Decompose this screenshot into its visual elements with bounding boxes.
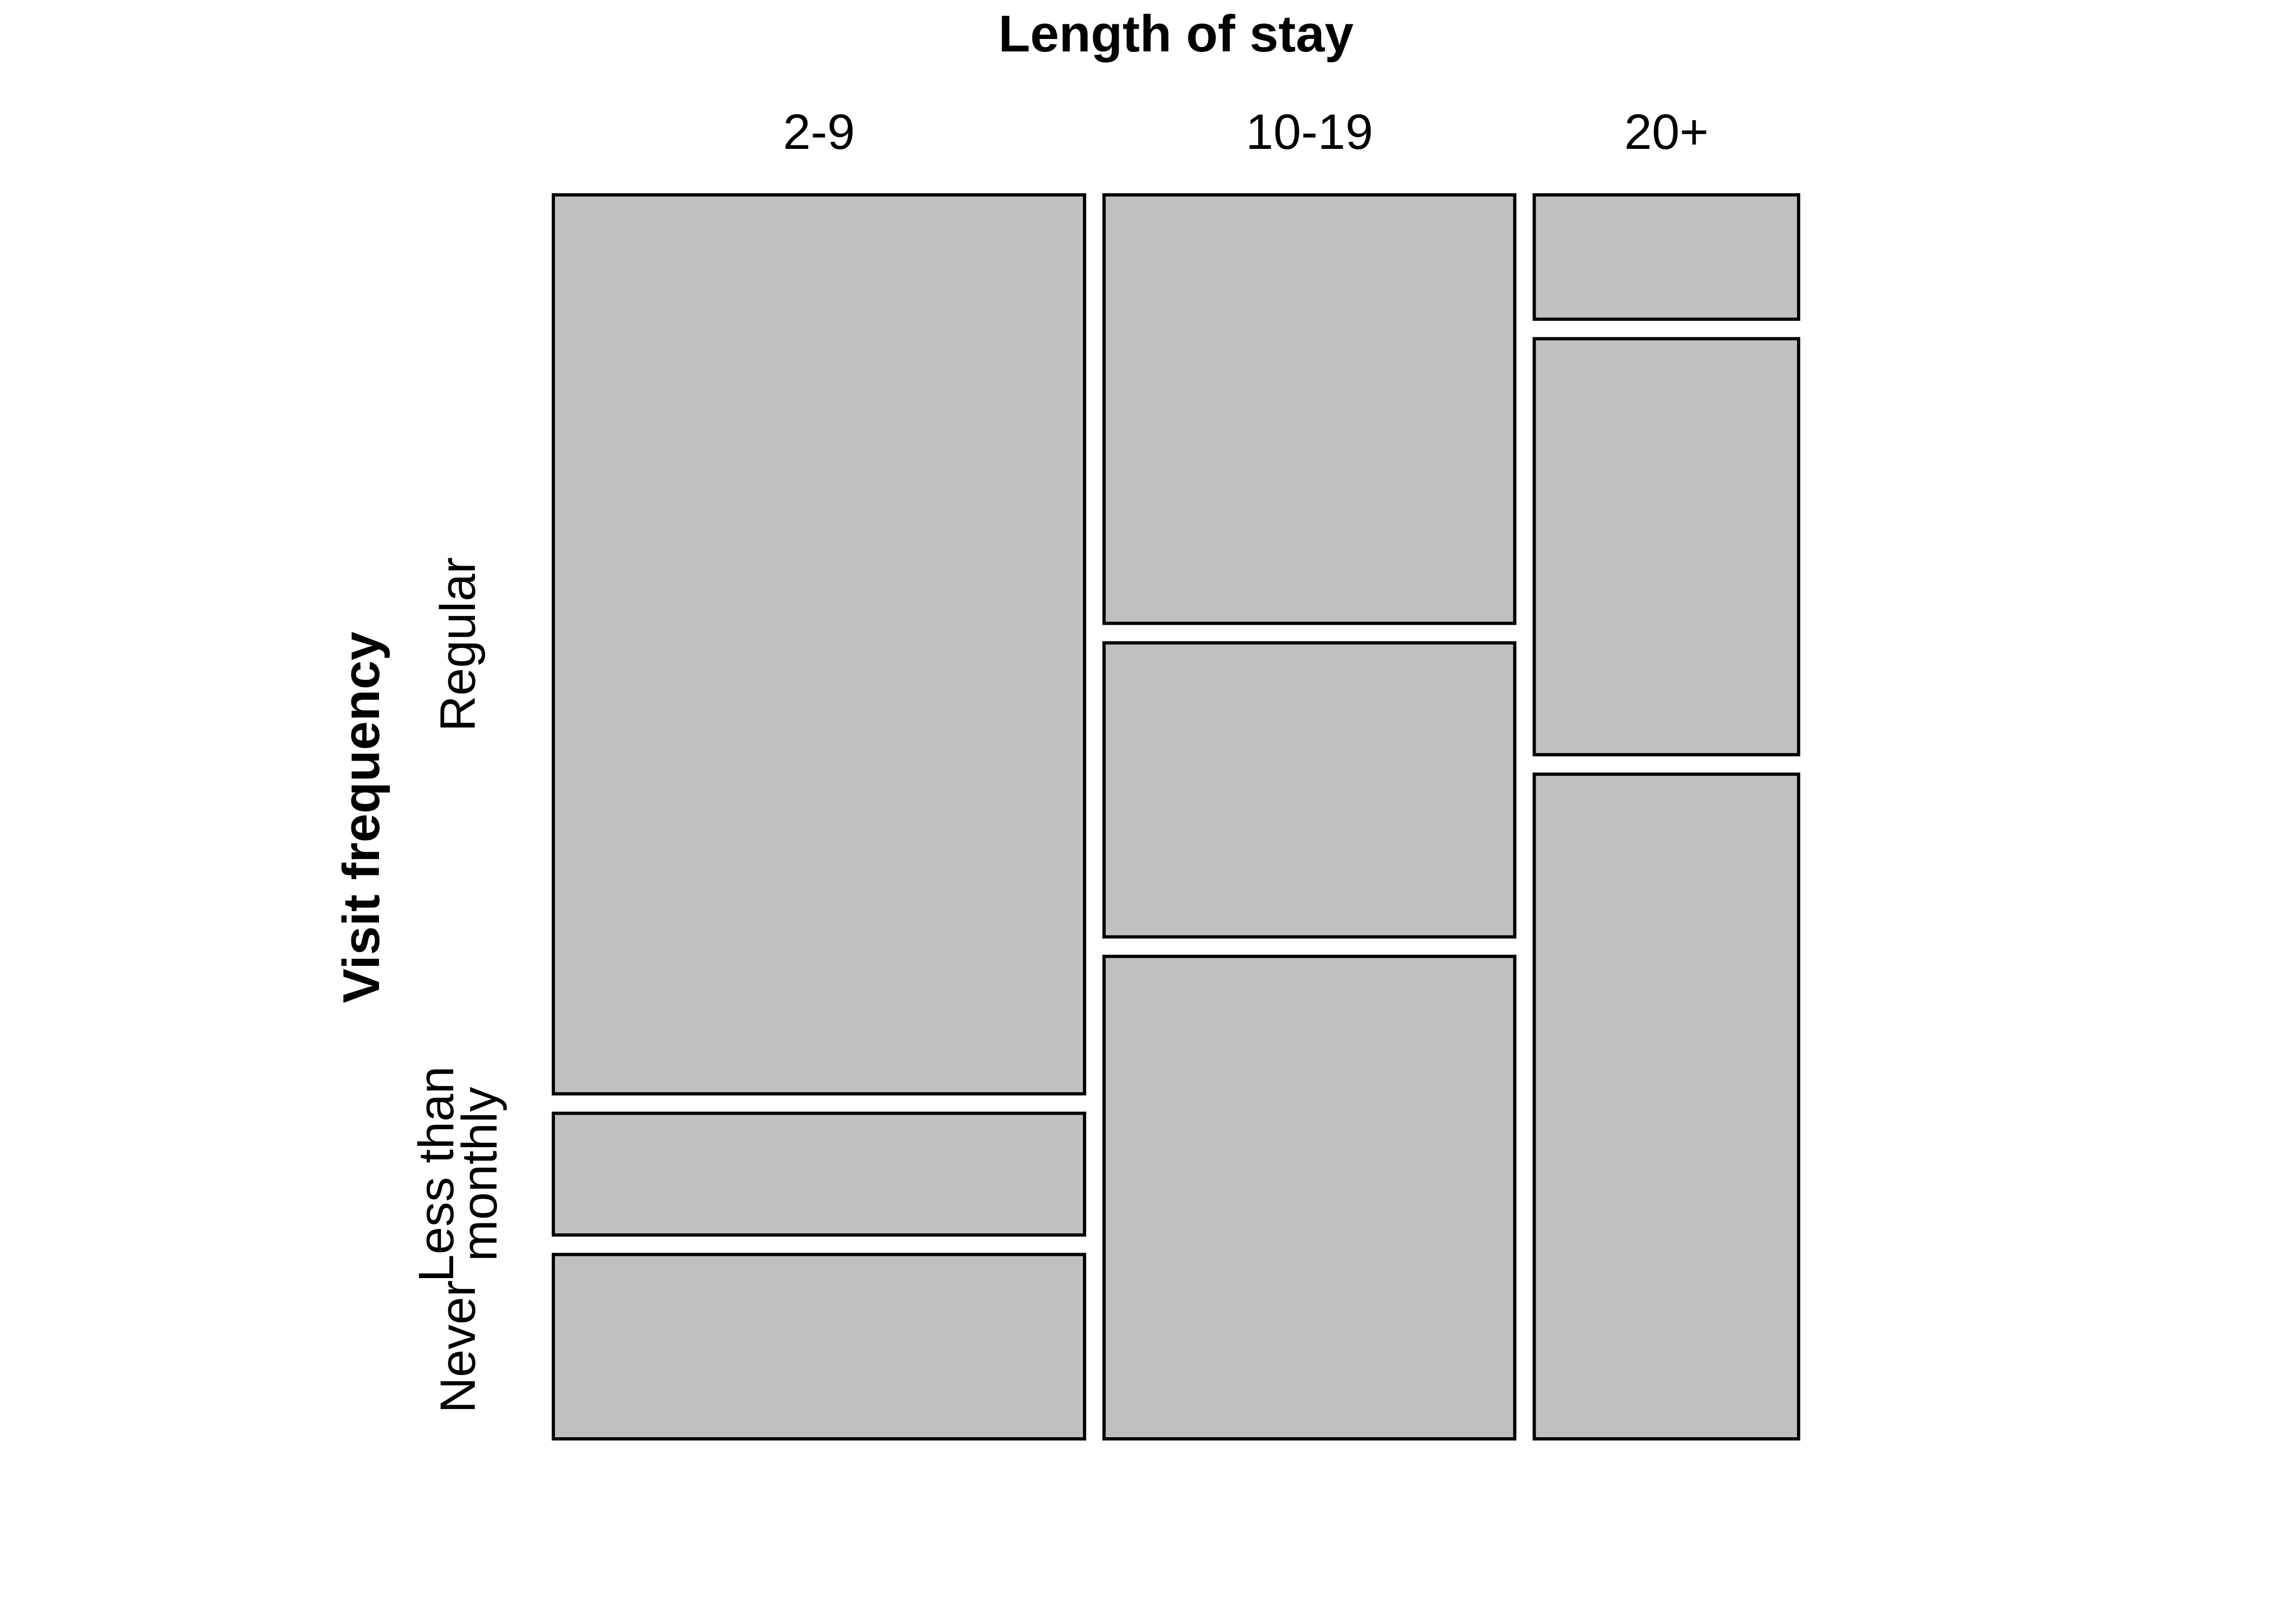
- row-label-1-line-1: monthly: [452, 1087, 507, 1261]
- column-label-0: 2-9: [783, 104, 855, 160]
- y-axis-title-group: Visit frequency: [332, 632, 390, 1003]
- row-label-1-line-0: Less than: [409, 1066, 464, 1282]
- mosaic-tile-1-1: [1102, 641, 1517, 939]
- y-axis-title: Visit frequency: [332, 632, 390, 1003]
- row-label-group-0: Never: [430, 1280, 486, 1413]
- mosaic-tiles: [552, 193, 1801, 1441]
- column-label-1: 10-19: [1246, 104, 1373, 160]
- mosaic-tile-0-0: [552, 1253, 1087, 1441]
- mosaic-tile-2-1: [1532, 337, 1801, 757]
- column-labels: 2-9 10-19 20+: [783, 104, 1709, 160]
- mosaic-tile-2-2: [1532, 193, 1801, 321]
- row-label-0-line-0: Never: [430, 1280, 486, 1413]
- mosaic-tile-2-0: [1532, 772, 1801, 1440]
- row-label-group-2: Regular: [430, 557, 486, 731]
- column-label-2: 20+: [1624, 104, 1709, 160]
- row-label-2-line-0: Regular: [430, 557, 486, 731]
- mosaic-tile-0-2: [552, 193, 1087, 1096]
- mosaic-tile-1-0: [1102, 954, 1517, 1440]
- mosaic-tile-0-1: [552, 1111, 1087, 1237]
- x-axis-title: Length of stay: [998, 5, 1354, 63]
- mosaic-tile-1-2: [1102, 193, 1517, 625]
